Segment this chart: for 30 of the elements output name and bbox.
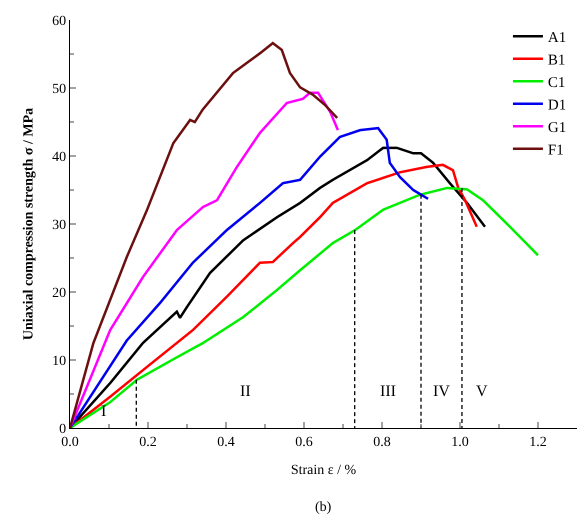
annotation: III xyxy=(380,383,396,400)
y-tick-label: 0 xyxy=(59,422,66,437)
y-tick-label: 20 xyxy=(52,286,66,301)
legend-label: C1 xyxy=(548,75,566,92)
y-tick-label: 40 xyxy=(52,150,66,165)
x-tick-label: 1.0 xyxy=(451,434,469,450)
annotation: II xyxy=(240,383,251,400)
x-tick-label: 0.6 xyxy=(295,434,313,450)
line-series xyxy=(70,126,430,428)
x-tick-label: 1.2 xyxy=(529,434,547,450)
legend-label: F1 xyxy=(548,142,564,159)
line-series xyxy=(70,186,540,428)
legend-label: D1 xyxy=(548,98,566,114)
legend-label: G1 xyxy=(548,120,566,136)
y-axis-title: Uniaxial compression strength σ / MPa xyxy=(22,108,37,340)
text: (b) xyxy=(315,500,332,515)
y-tick-label: 30 xyxy=(52,218,66,233)
y-tick-label: 60 xyxy=(52,14,66,29)
legend-label: A1 xyxy=(548,30,566,46)
annotation: V xyxy=(476,383,488,400)
y-tick-label: 50 xyxy=(52,82,66,97)
x-tick-label: 0.8 xyxy=(373,434,391,450)
x-tick-label: 0.2 xyxy=(139,434,157,450)
annotation: IV xyxy=(433,383,450,400)
y-tick-label: 10 xyxy=(52,354,66,369)
legend-label: B1 xyxy=(548,52,566,69)
annotation: I xyxy=(101,403,106,420)
x-axis-title: Strain ε / % xyxy=(290,463,357,478)
x-tick-label: 0.4 xyxy=(217,434,235,450)
x-tick-label: 0.0 xyxy=(61,434,79,450)
